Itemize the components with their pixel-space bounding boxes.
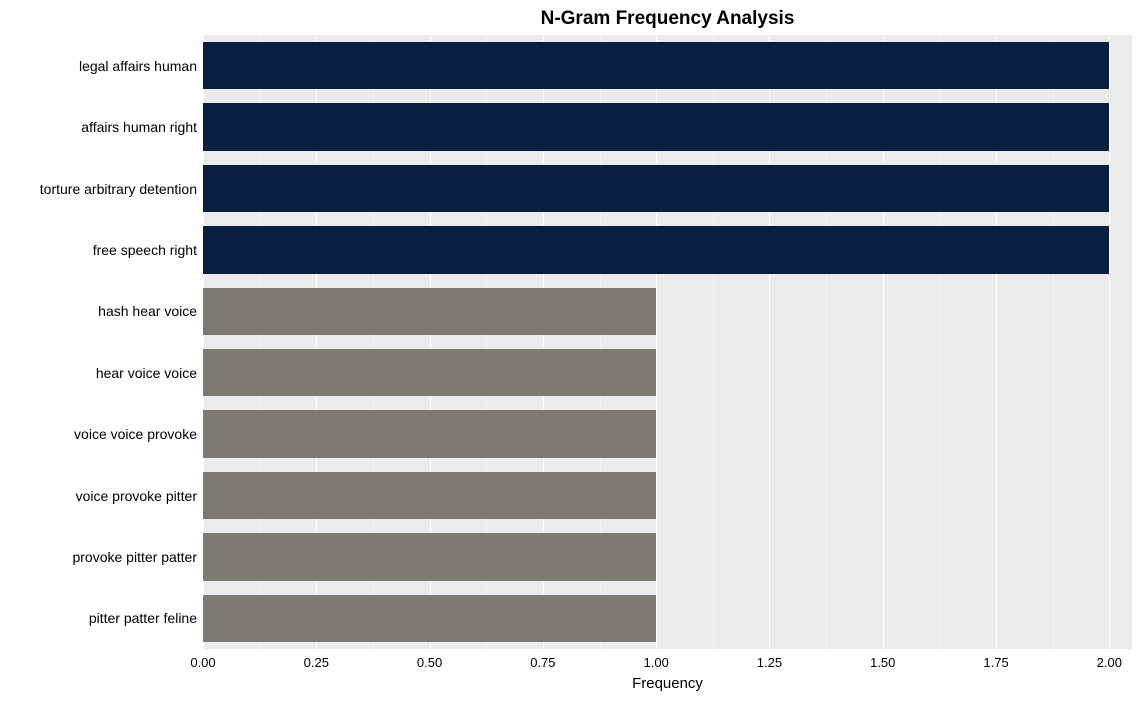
y-tick-label: hear voice voice — [96, 365, 197, 381]
y-tick-label: provoke pitter patter — [72, 549, 197, 565]
y-axis-labels: legal affairs human affairs human right to… — [0, 35, 197, 649]
x-tick-label: 0.50 — [417, 655, 442, 670]
x-axis-title: Frequency — [203, 675, 1132, 692]
y-tick-label: hash hear voice — [98, 303, 197, 319]
x-tick-label: 0.00 — [190, 655, 215, 670]
x-tick-label: 1.00 — [644, 655, 669, 670]
bar — [203, 472, 656, 519]
grid-line-major — [1109, 35, 1110, 649]
y-tick-label: voice provoke pitter — [76, 488, 197, 504]
y-tick-label: pitter patter feline — [89, 610, 197, 626]
y-tick-label: voice voice provoke — [74, 426, 197, 442]
bar — [203, 595, 656, 642]
bar — [203, 226, 1109, 273]
chart-container: N-Gram Frequency Analysis legal affairs … — [0, 0, 1142, 701]
bar — [203, 42, 1109, 89]
bar — [203, 533, 656, 580]
bar — [203, 288, 656, 335]
x-tick-label: 1.50 — [870, 655, 895, 670]
y-tick-label: free speech right — [93, 242, 197, 258]
y-tick-label: legal affairs human — [79, 58, 197, 74]
chart-title: N-Gram Frequency Analysis — [203, 8, 1132, 30]
bar — [203, 349, 656, 396]
x-tick-label: 1.75 — [983, 655, 1008, 670]
bar — [203, 410, 656, 457]
x-tick-label: 1.25 — [757, 655, 782, 670]
bar — [203, 165, 1109, 212]
y-tick-label: affairs human right — [81, 119, 197, 135]
x-tick-label: 0.25 — [304, 655, 329, 670]
x-tick-label: 2.00 — [1097, 655, 1122, 670]
y-tick-label: torture arbitrary detention — [40, 181, 197, 197]
plot-area — [203, 35, 1132, 649]
x-tick-label: 0.75 — [530, 655, 555, 670]
bar — [203, 103, 1109, 150]
